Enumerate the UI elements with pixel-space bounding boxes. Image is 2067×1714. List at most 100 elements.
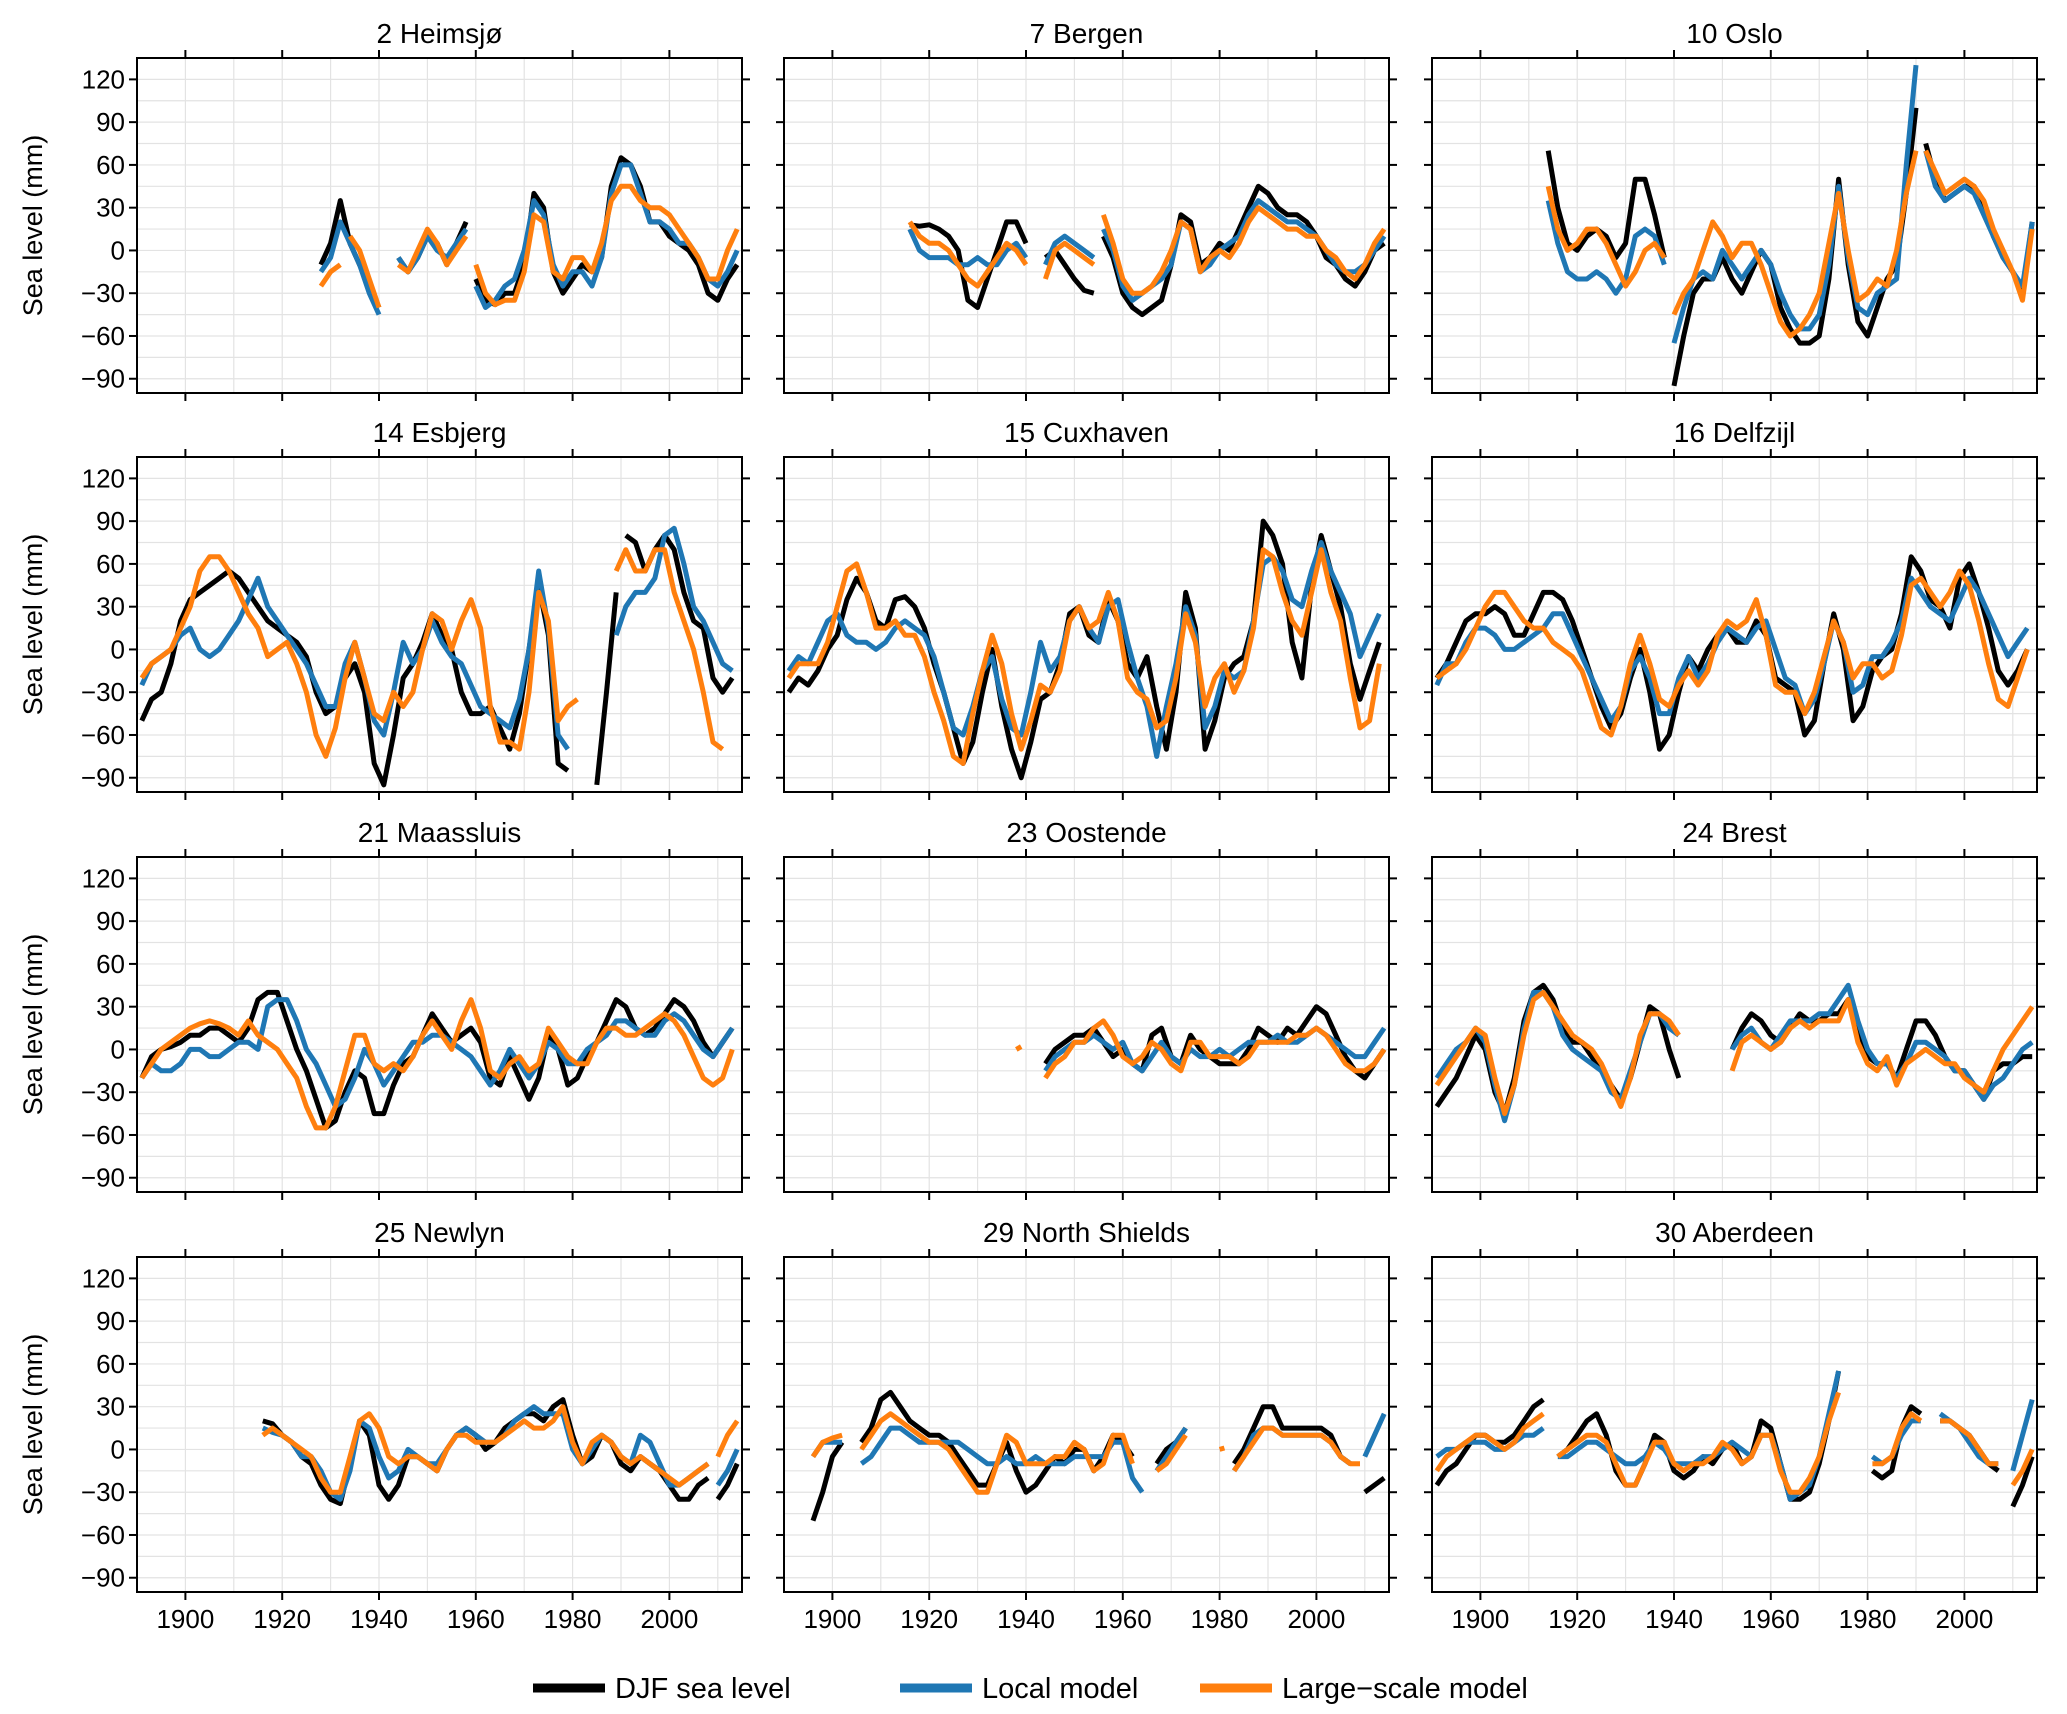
grid	[1431, 457, 2037, 792]
y-tick-label: −60	[81, 1520, 125, 1550]
series-line-3	[1232, 1425, 1360, 1473]
legend-label: Large−scale model	[1282, 1673, 1528, 1705]
series-group	[907, 183, 1387, 318]
axes-frame	[1431, 456, 2038, 793]
series-line-3	[613, 547, 725, 752]
series-line-2	[1043, 233, 1096, 266]
axes-frame	[136, 856, 743, 1193]
series-line-2	[1545, 200, 1667, 296]
x-tick-label: 2000	[1935, 1604, 1993, 1634]
panel-5: 15 Cuxhaven	[776, 417, 1397, 800]
series-line-3	[1556, 1391, 1841, 1495]
panel-3: 10 Oslo	[1424, 18, 2045, 401]
y-tick-label: −30	[81, 677, 125, 707]
x-tick-label: 1900	[1451, 1604, 1509, 1634]
y-tick-label: −30	[81, 278, 125, 308]
series-line-1	[909, 219, 1029, 310]
panel-10: 120 90 60 30 0 −30 −60 −90 1900 1920 1940 1960 1980 2…	[18, 1217, 750, 1634]
y-tick-label: 120	[82, 863, 125, 893]
legend-label: Local model	[982, 1673, 1138, 1705]
panel-title: 7 Bergen	[1030, 18, 1144, 49]
axes-frame	[783, 856, 1390, 1193]
x-tick-label: 2000	[640, 1604, 698, 1634]
series-line-3	[1043, 1018, 1387, 1080]
y-tick-label: 0	[111, 235, 125, 265]
y-tick-label: −30	[81, 1077, 125, 1107]
x-tick-label: 1940	[1645, 1604, 1703, 1634]
series-line-3	[2010, 1448, 2035, 1487]
y-tick-label: 90	[96, 506, 125, 536]
series-line-1	[1434, 554, 2030, 752]
series-line-1	[715, 1462, 740, 1501]
axes-frame	[1431, 856, 2038, 1193]
series-line-1	[1232, 1404, 1352, 1466]
series-line-3	[1218, 1445, 1226, 1452]
series-line-3	[1671, 150, 1919, 339]
panel-9: 24 Brest	[1424, 817, 2045, 1200]
panel-title: 16 Delfzijl	[1674, 417, 1795, 448]
legend-item: Large−scale model	[1200, 1673, 1528, 1705]
axes-frame	[1431, 57, 2038, 394]
series-line-2	[715, 1448, 740, 1487]
panels: 120 90 60 30 0 −30 −60 −90 2 Heimsjø Sea level (m…	[18, 18, 2045, 1634]
legend-item: Local model	[900, 1673, 1138, 1705]
series-line-2	[318, 219, 382, 316]
panel-1: 120 90 60 30 0 −30 −60 −90 2 Heimsjø Sea level (m…	[18, 18, 750, 401]
y-tick-label: −90	[81, 364, 125, 394]
series-group	[1434, 1370, 2035, 1508]
y-axis-label: Sea level (mm)	[18, 135, 48, 317]
panel-title: 2 Heimsjø	[376, 18, 502, 49]
series-line-2	[859, 1425, 1145, 1494]
series-line-3	[139, 554, 579, 759]
series-line-3	[810, 1432, 843, 1459]
y-tick-label: 30	[96, 992, 125, 1022]
series-group	[1434, 554, 2030, 752]
panel-title: 15 Cuxhaven	[1004, 417, 1169, 448]
y-tick-label: 30	[96, 193, 125, 223]
series-line-3	[1545, 185, 1667, 289]
y-tick-label: 60	[96, 949, 125, 979]
x-tick-label: 1960	[447, 1604, 505, 1634]
series-line-1	[594, 592, 619, 786]
series-line-3	[396, 226, 469, 275]
panel-title: 24 Brest	[1682, 817, 1786, 848]
panel-4: 120 90 60 30 0 −30 −60 −90 14 Esbjerg Sea level (…	[18, 417, 750, 800]
legend: DJF sea level Local model Large−scale mode…	[533, 1673, 1528, 1705]
series-group	[139, 989, 735, 1131]
panel-8: 23 Oostende	[776, 817, 1397, 1200]
grid	[136, 58, 742, 393]
grid	[1431, 1257, 2037, 1592]
x-tick-label: 1960	[1742, 1604, 1800, 1634]
series-group	[318, 155, 740, 316]
series-group	[261, 1397, 740, 1507]
axes-frame	[136, 57, 743, 394]
y-tick-label: 60	[96, 150, 125, 180]
series-line-1	[810, 1440, 845, 1522]
y-tick-label: −60	[81, 720, 125, 750]
panel-title: 29 North Shields	[983, 1217, 1190, 1248]
x-tick-label: 1900	[156, 1604, 214, 1634]
x-tick-label: 2000	[1287, 1604, 1345, 1634]
series-line-2	[2010, 1398, 2035, 1472]
axes-frame	[136, 1256, 743, 1593]
panel-title: 30 Aberdeen	[1655, 1217, 1814, 1248]
x-tick-label: 1960	[1094, 1604, 1152, 1634]
series-line-3	[1435, 568, 2030, 738]
series-line-2	[613, 525, 734, 673]
series-group	[786, 518, 1382, 781]
series-line-2	[139, 997, 735, 1109]
y-tick-label: 90	[96, 107, 125, 137]
panel-title: 14 Esbjerg	[373, 417, 507, 448]
y-tick-label: −90	[81, 1163, 125, 1193]
grid	[136, 1257, 742, 1592]
y-tick-label: 120	[82, 463, 125, 493]
series-line-3	[1015, 1044, 1023, 1052]
axes-frame	[136, 456, 743, 793]
series-line-2	[1434, 575, 2030, 724]
series-line-3	[1434, 989, 1681, 1117]
y-tick-label: 120	[82, 64, 125, 94]
series-group	[1434, 982, 2035, 1124]
panel-6: 16 Delfzijl	[1424, 417, 2045, 800]
series-line-1	[1545, 150, 1667, 261]
x-tick-label: 1940	[350, 1604, 408, 1634]
